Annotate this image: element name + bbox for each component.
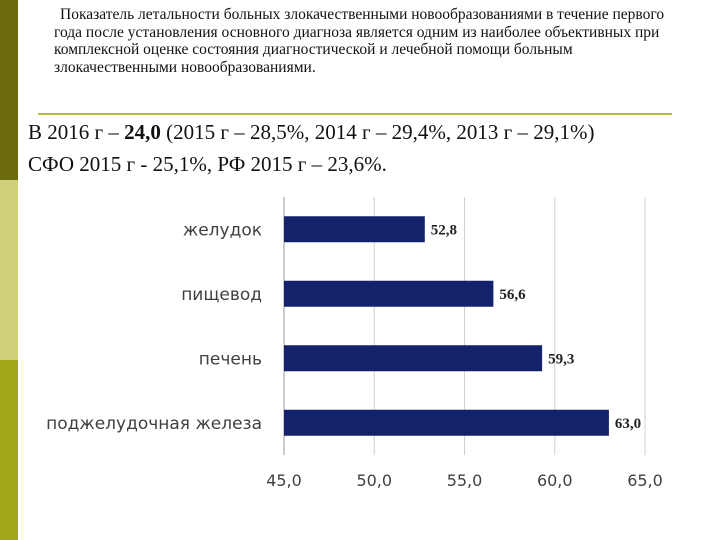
x-tick-label: 45,0	[266, 471, 302, 490]
x-tick-label: 50,0	[356, 471, 392, 490]
data-label: 59,3	[548, 351, 574, 367]
bar	[284, 216, 425, 243]
category-label: пищевод	[181, 285, 262, 305]
data-label: 56,6	[499, 287, 526, 303]
data-label: 52,8	[431, 222, 457, 238]
stat-line-comparison: СФО 2015 г - 25,1%, РФ 2015 г – 23,6%.	[28, 152, 387, 176]
data-label: 63,0	[615, 416, 641, 432]
stat-line-2016-suffix: (2015 г – 28,5%, 2014 г – 29,4%, 2013 г …	[160, 120, 595, 144]
x-tick-label: 60,0	[537, 471, 573, 490]
sidebar-decoration	[0, 0, 18, 540]
sidebar-block-mid	[0, 360, 18, 540]
sidebar-block-light	[0, 180, 18, 360]
category-label: печень	[199, 349, 262, 369]
x-tick-label: 55,0	[447, 471, 483, 490]
stat-line-2016-prefix: В 2016 г –	[28, 120, 125, 144]
stat-value-2016: 24,0	[124, 120, 161, 144]
x-tick-label: 65,0	[627, 471, 663, 490]
stat-line-2016: В 2016 г – 24,0 (2015 г – 28,5%, 2014 г …	[28, 120, 594, 145]
sidebar-block-dark	[0, 0, 18, 180]
category-label: желудок	[183, 220, 262, 240]
bar	[284, 280, 494, 307]
category-label: поджелудочная железа	[46, 414, 262, 434]
bar	[284, 345, 543, 372]
slide-title: Показатель летальности больных злокачест…	[54, 6, 665, 76]
bar	[284, 409, 609, 436]
title-divider	[38, 113, 672, 115]
